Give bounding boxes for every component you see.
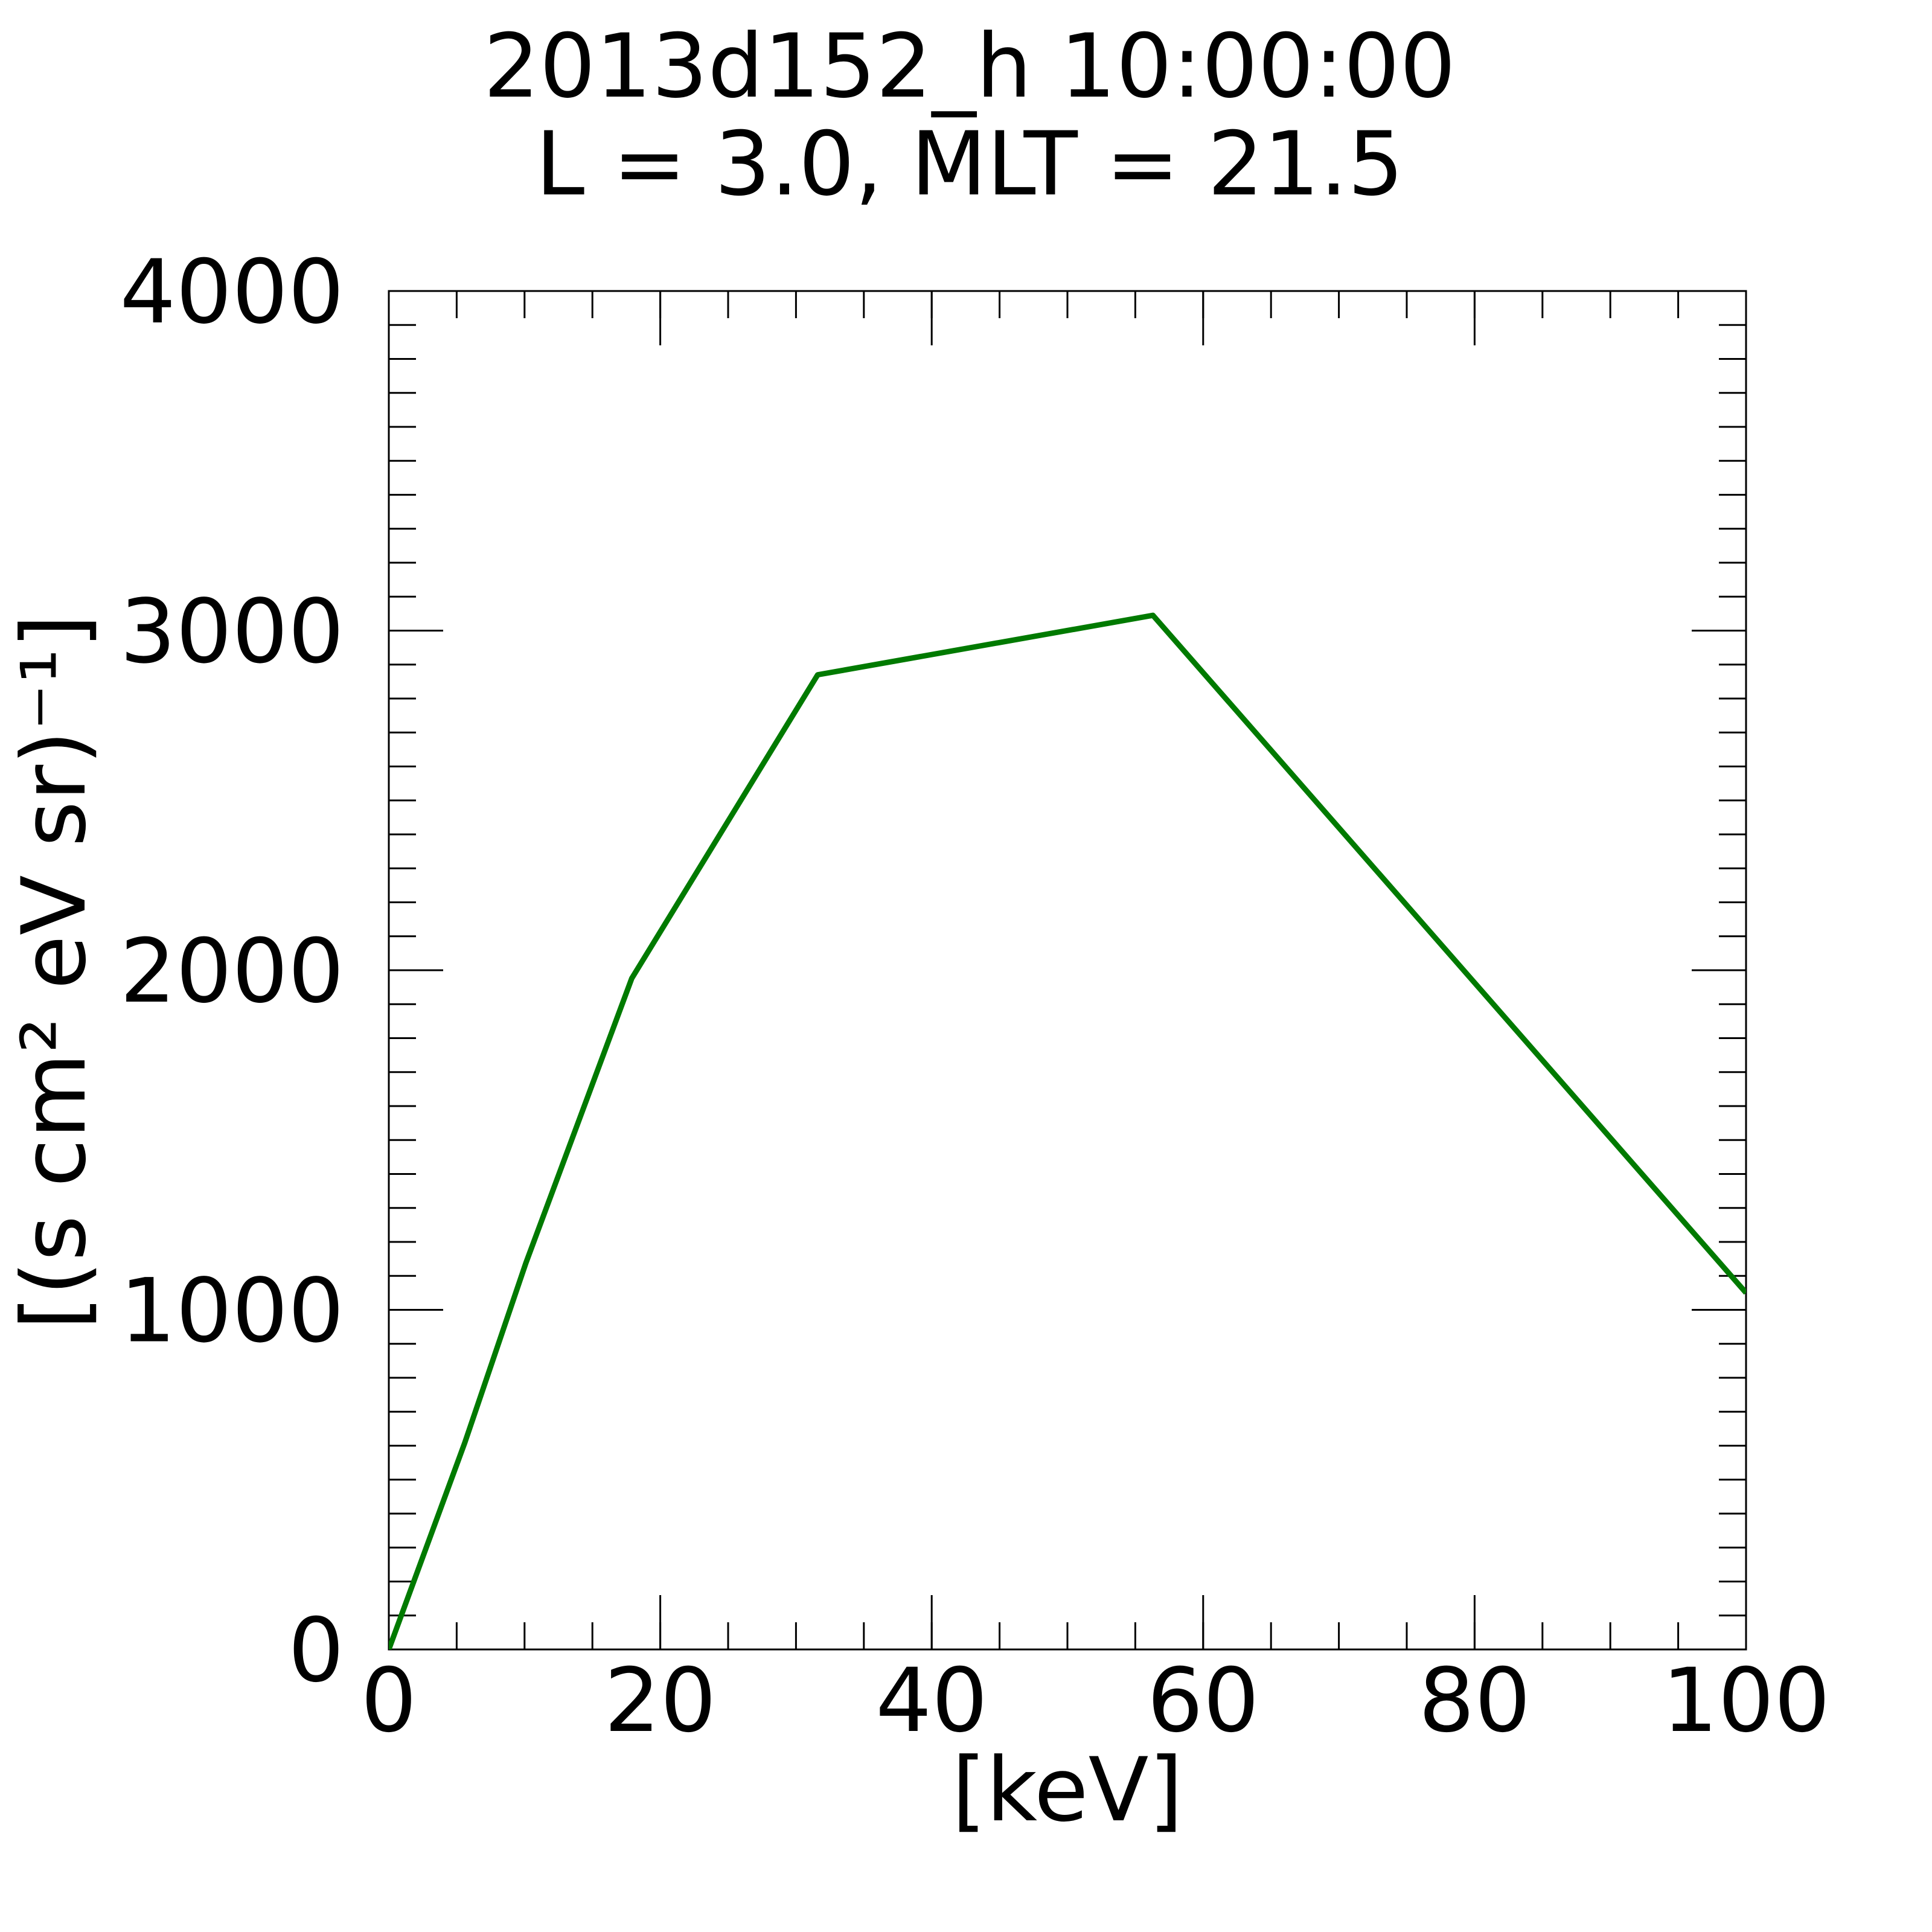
x-tick-label: 100 xyxy=(1662,1649,1831,1752)
chart-subtitle: L = 3.0, MLT = 21.5 xyxy=(536,113,1404,216)
data-line xyxy=(389,612,1746,1649)
y-tick-label: 2000 xyxy=(120,920,344,1023)
x-tick-label: 20 xyxy=(604,1649,717,1752)
chart-title: 2013d152_h 10:00:00 xyxy=(484,15,1456,118)
x-tick-label: 0 xyxy=(361,1649,417,1752)
y-tick-label: 3000 xyxy=(120,581,344,683)
y-tick-label: 0 xyxy=(288,1599,344,1702)
x-axis-label: [keV] xyxy=(952,1739,1183,1841)
y-tick-label: 4000 xyxy=(120,241,344,344)
y-tick-label: 1000 xyxy=(120,1260,344,1363)
x-tick-label: 60 xyxy=(1147,1649,1259,1752)
x-tick-label: 40 xyxy=(875,1649,988,1752)
x-tick-label: 80 xyxy=(1419,1649,1531,1752)
y-axis-label: [(s cm² eV sr)⁻¹] xyxy=(3,614,106,1330)
